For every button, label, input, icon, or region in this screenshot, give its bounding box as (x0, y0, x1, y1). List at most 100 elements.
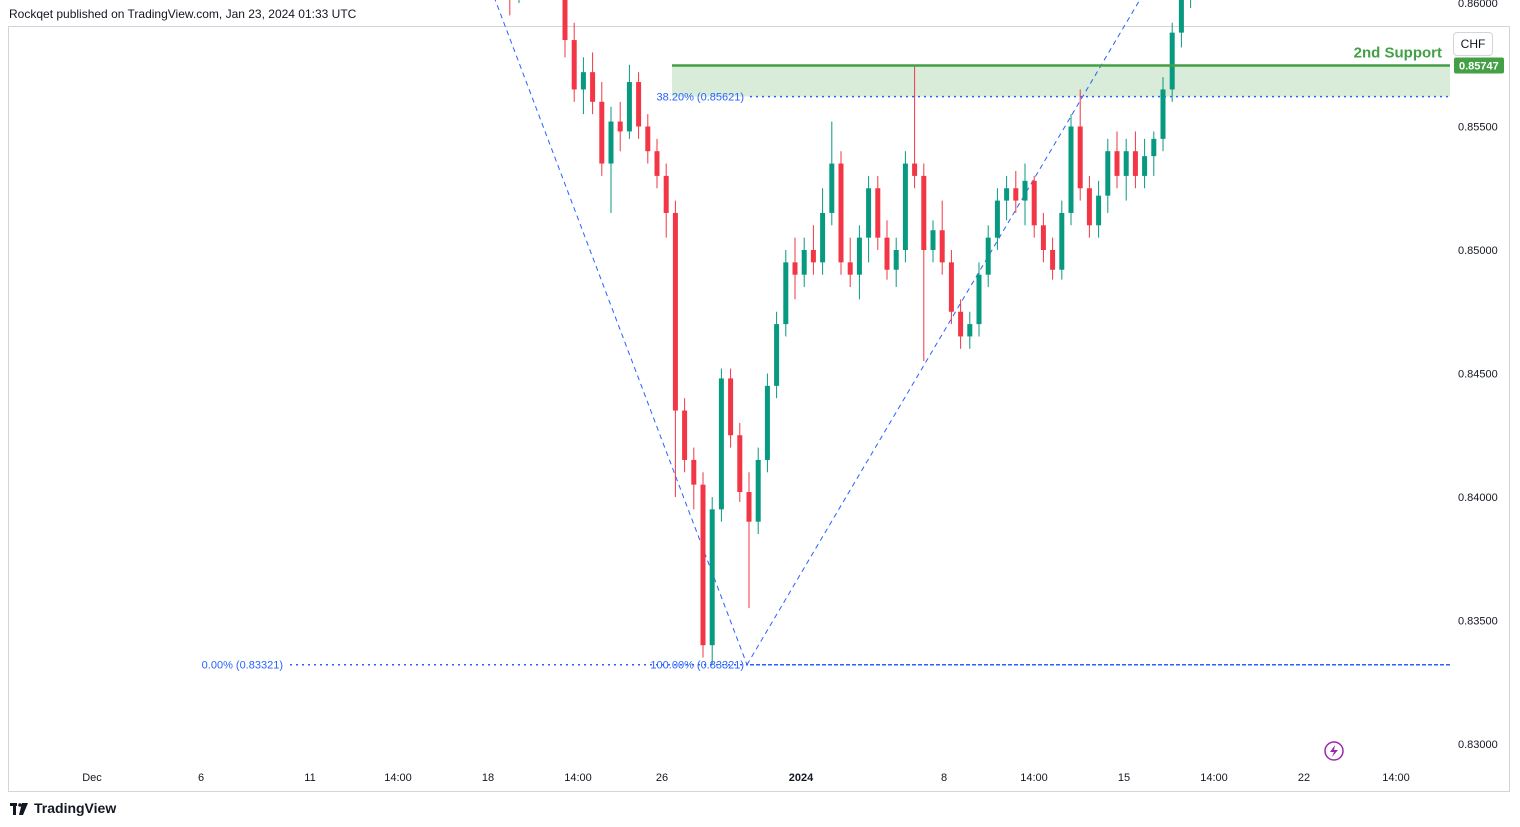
x-axis-tick-label: 14:00 (384, 772, 412, 784)
candle-body (847, 262, 853, 275)
x-axis-tick-label: 14:00 (1020, 772, 1048, 784)
candle-body (636, 82, 642, 127)
y-axis-tick-label: 0.83000 (1458, 739, 1498, 751)
candle-body (1031, 180, 1037, 226)
candle-body (1040, 225, 1046, 250)
candle (810, 225, 816, 275)
candle-body (682, 410, 688, 460)
candle-body (709, 509, 715, 646)
candle-body (617, 121, 623, 132)
candle-body (728, 378, 734, 436)
level-name-label: 2nd Support (1354, 44, 1442, 61)
y-axis-tick-label: 0.84500 (1458, 369, 1498, 381)
candle (509, 0, 511, 16)
candle (1190, 0, 1192, 8)
candle (691, 447, 697, 510)
candle-body (1068, 126, 1074, 213)
candle (921, 163, 927, 362)
candle (700, 472, 706, 658)
candle (1013, 170, 1019, 213)
candle (728, 368, 734, 448)
fib-trend-line (494, 0, 748, 665)
candle-body (663, 175, 669, 213)
candle-body (856, 237, 862, 275)
candle (672, 200, 678, 497)
candle (1068, 114, 1074, 226)
chart-frame (8, 26, 1510, 792)
candle-body (737, 435, 743, 493)
candle-body (893, 250, 899, 270)
candle (994, 188, 1000, 250)
x-axis-tick-label: 18 (482, 772, 494, 784)
candle (1123, 138, 1129, 201)
zone-support (672, 65, 1450, 97)
candle-body (1077, 126, 1083, 189)
candle-body (580, 72, 586, 90)
candle (709, 497, 715, 665)
candle-body (902, 163, 908, 250)
candle (1142, 138, 1148, 189)
candle (682, 398, 688, 473)
candle (948, 250, 954, 325)
candle (737, 422, 743, 502)
candle-body (838, 163, 844, 263)
candle-body (599, 101, 605, 164)
candle-body (608, 121, 614, 164)
candle-body (1123, 151, 1129, 176)
candle-body (948, 262, 954, 312)
candle-body (1178, 0, 1184, 33)
y-axis-tick-label: 0.86000 (1458, 0, 1498, 10)
currency-button[interactable]: CHF (1453, 32, 1493, 56)
candle (976, 262, 982, 337)
candle (755, 447, 761, 535)
x-axis-tick-label: 15 (1118, 772, 1130, 784)
candle-body (764, 385, 770, 460)
candle (571, 22, 577, 102)
candle (1040, 212, 1046, 263)
price-tag-label: 0.85747 (1459, 60, 1499, 72)
candle (829, 121, 835, 226)
x-axis-tick-label: Dec (82, 772, 102, 784)
candle (1096, 180, 1102, 238)
candle (1114, 131, 1120, 189)
brand-label: TradingView (34, 800, 117, 816)
candle (1132, 131, 1138, 189)
candle-body (626, 82, 632, 132)
candle-body (1105, 151, 1111, 196)
candle (792, 237, 798, 300)
candle (847, 237, 853, 288)
x-axis-tick-label: 14:00 (564, 772, 592, 784)
candle-body (829, 163, 835, 213)
candle (856, 225, 862, 300)
candle-body (958, 311, 964, 337)
candle-body (774, 324, 780, 386)
candle-body (1096, 195, 1102, 226)
fib-level-label: 38.20% (0.85621) (657, 92, 744, 104)
candle-body (792, 262, 798, 275)
price-tag: 0.85747 (1454, 57, 1504, 74)
candle (1169, 22, 1175, 102)
x-axis-tick-label: 2024 (789, 772, 814, 784)
candle (1022, 163, 1028, 226)
x-axis-tick-label: 8 (941, 772, 947, 784)
y-axis-tick-label: 0.83500 (1458, 616, 1498, 628)
candle (893, 237, 899, 288)
tradingview-brand: TradingView (10, 800, 116, 816)
candle-body (875, 188, 881, 238)
x-axis-tick-label: 11 (304, 772, 315, 784)
candle (1086, 175, 1092, 238)
candle-body (1151, 138, 1157, 157)
candle (820, 188, 826, 275)
candle-body (976, 274, 982, 325)
candle-body (672, 212, 678, 411)
fib-trend-line (746, 0, 1141, 665)
candle-body (1004, 188, 1010, 201)
y-axis-tick-label: 0.85000 (1458, 245, 1498, 257)
candle (902, 151, 908, 263)
candle-body (985, 237, 991, 275)
candle-body (1160, 89, 1166, 139)
candle (1160, 77, 1166, 152)
candle-body (1169, 32, 1175, 90)
lightning-icon[interactable] (1324, 741, 1344, 761)
